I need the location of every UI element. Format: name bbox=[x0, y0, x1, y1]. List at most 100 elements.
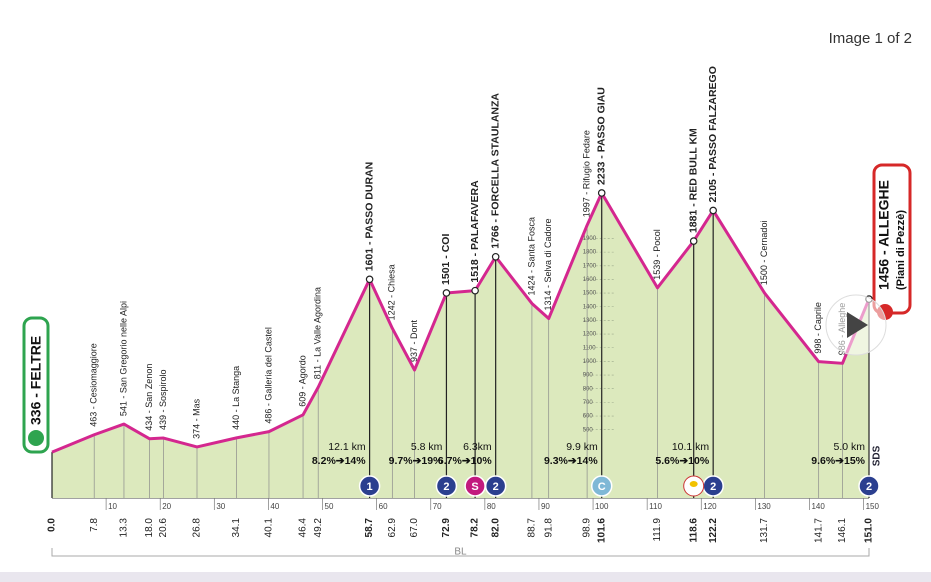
point-label: 1518 - PALAFAVERA bbox=[469, 180, 481, 283]
x-tick-label: 50 bbox=[325, 502, 334, 511]
point-label: 440 - La Stanga bbox=[231, 366, 241, 430]
profile-area bbox=[52, 192, 869, 498]
climb-gradient: 8.2%➔14% bbox=[312, 455, 366, 467]
point-label: 1997 - Rifugio Fedare bbox=[581, 130, 591, 217]
climb-badge bbox=[358, 475, 381, 497]
climb-gradient: 9.6%➔15% bbox=[811, 455, 865, 467]
km-label: 20.6 bbox=[158, 518, 169, 538]
point-label: 1766 - FORCELLA STAULANZA bbox=[489, 93, 501, 249]
summit-marker bbox=[709, 206, 717, 215]
point-label: 374 - Mas bbox=[191, 398, 201, 439]
climb-badge-label: 2 bbox=[443, 481, 449, 493]
km-label: 82.0 bbox=[490, 518, 501, 538]
point-label: 1500 - Cernadoi bbox=[759, 221, 769, 286]
x-tick-label: 10 bbox=[108, 502, 117, 511]
climb-length: 5.8 km bbox=[411, 441, 443, 453]
climb-length: 6.3km bbox=[463, 441, 492, 453]
km-label: 26.8 bbox=[192, 518, 203, 538]
x-tick-label: 30 bbox=[216, 502, 225, 511]
km-label: 88.7 bbox=[527, 518, 538, 538]
altitude-tick-label: 600 bbox=[583, 414, 594, 420]
km-label: 141.7 bbox=[813, 518, 824, 543]
climb-gradient: 9.3%➔14% bbox=[544, 455, 598, 467]
point-label: 541 - San Gregorio nelle Alpi bbox=[118, 301, 128, 416]
altitude-tick-label: 700 bbox=[583, 400, 594, 406]
climb-badge-label: 1 bbox=[367, 481, 373, 493]
red-bull-sun bbox=[689, 481, 698, 487]
finish-note: (Piani di Pezzè) bbox=[895, 210, 907, 290]
km-label: 62.9 bbox=[387, 518, 398, 538]
climb-length: 9.9 km bbox=[566, 441, 598, 453]
climb-gradient: 6.7%➔10% bbox=[438, 455, 492, 467]
climb-badge-label: 2 bbox=[710, 481, 716, 493]
image-counter: Image 1 of 2 bbox=[829, 30, 912, 47]
km-label: 91.8 bbox=[543, 518, 554, 538]
point-label: 1601 - PASSO DURAN bbox=[363, 162, 375, 272]
altitude-tick-label: 900 bbox=[583, 373, 594, 379]
x-tick-label: 80 bbox=[487, 502, 496, 511]
km-label: 72.9 bbox=[441, 518, 452, 538]
summit-marker bbox=[442, 289, 451, 297]
x-tick-label: 20 bbox=[162, 502, 171, 511]
km-label: 118.6 bbox=[688, 518, 699, 543]
altitude-tick-label: 1600 bbox=[583, 277, 597, 283]
km-label: 18.0 bbox=[144, 518, 155, 538]
km-label: 146.1 bbox=[837, 518, 848, 543]
altitude-tick-label: 1300 bbox=[583, 318, 597, 324]
climb-badge-label: S bbox=[471, 481, 478, 493]
x-tick-label: 140 bbox=[811, 502, 825, 511]
point-label: 2233 - PASSO GIAU bbox=[595, 87, 607, 185]
km-label: 58.7 bbox=[364, 518, 375, 538]
point-label: 1501 - COI bbox=[440, 234, 452, 285]
climb-badge bbox=[484, 475, 507, 497]
climb-badge-label: C bbox=[598, 481, 606, 493]
sector-bracket bbox=[51, 548, 870, 557]
km-label: 131.7 bbox=[759, 518, 770, 543]
altitude-tick-label: 1000 bbox=[583, 359, 597, 365]
point-label: 463 - Cesiomaggiore bbox=[89, 343, 99, 427]
point-label: 1424 - Santa Fosca bbox=[526, 217, 536, 296]
km-label: 101.6 bbox=[596, 518, 607, 543]
summit-marker bbox=[365, 275, 374, 284]
x-tick-label: 40 bbox=[270, 502, 279, 511]
km-label: 40.1 bbox=[264, 518, 275, 538]
bottom-strip bbox=[0, 572, 931, 582]
climb-badge bbox=[435, 475, 458, 497]
km-label: 0.0 bbox=[47, 518, 58, 532]
altitude-tick-label: 1100 bbox=[583, 345, 597, 351]
finish-label: 1456 - ALLEGHE bbox=[876, 180, 892, 290]
x-tick-label: 90 bbox=[541, 502, 550, 511]
km-label: 122.2 bbox=[708, 518, 719, 543]
km-label: 98.9 bbox=[582, 518, 593, 538]
point-label: 2105 - PASSO FALZAREGO bbox=[707, 66, 719, 202]
summit-marker bbox=[471, 286, 479, 295]
climb-badge bbox=[590, 475, 613, 497]
point-label: 609 - Agordo bbox=[297, 355, 307, 407]
point-label: 937 - Dont bbox=[409, 319, 419, 362]
climb-badge-label: 2 bbox=[493, 481, 499, 493]
start-box bbox=[22, 316, 50, 454]
km-label: 34.1 bbox=[231, 518, 242, 538]
x-tick-label: 60 bbox=[379, 502, 388, 511]
km-label: 46.4 bbox=[298, 518, 309, 538]
summit-marker bbox=[597, 189, 606, 197]
point-label: 1881 - RED BULL KM bbox=[687, 128, 699, 233]
point-label: 486 - Galleria del Castel bbox=[263, 327, 273, 424]
x-tick-label: 150 bbox=[866, 502, 880, 511]
sector-label: BL bbox=[454, 547, 467, 558]
point-label: 1539 - Pocol bbox=[652, 229, 662, 280]
climb-gradient: 9.7%➔19% bbox=[389, 455, 443, 467]
climb-badge-label: 2 bbox=[866, 481, 872, 493]
summit-marker bbox=[491, 252, 500, 261]
altitude-tick-label: 1500 bbox=[583, 291, 597, 297]
altitude-tick-label: 800 bbox=[583, 386, 594, 392]
climb-badge bbox=[858, 475, 880, 497]
point-label: 811 - La Valle Agordina bbox=[313, 287, 323, 379]
point-label: 998 - Caprile bbox=[813, 302, 823, 354]
climb-gradient: 5.6%➔10% bbox=[655, 455, 709, 467]
altitude-tick-label: 1800 bbox=[583, 250, 597, 256]
climb-length: 10.1 km bbox=[672, 441, 710, 453]
altitude-tick-label: 1400 bbox=[583, 304, 597, 310]
point-label: 434 - San Zenon bbox=[144, 364, 154, 431]
km-label: 67.0 bbox=[409, 518, 420, 538]
